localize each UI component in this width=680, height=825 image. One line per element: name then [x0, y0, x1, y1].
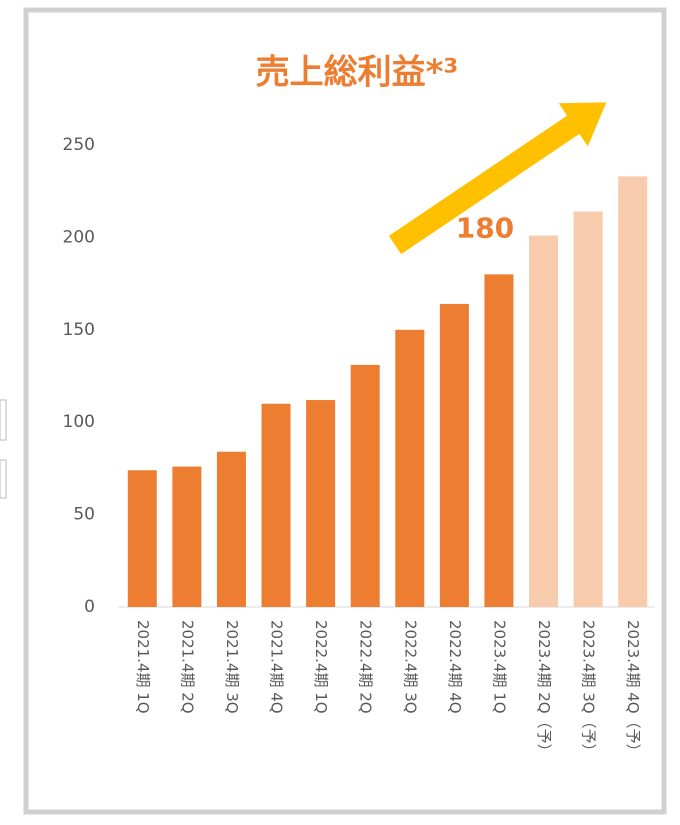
bar [618, 176, 648, 607]
bar [529, 235, 559, 607]
bar [484, 274, 514, 607]
bar [306, 400, 336, 607]
edge-box [0, 459, 7, 499]
bar [439, 303, 469, 607]
x-tick-label: 2023.4期 3Q（予） [580, 620, 598, 759]
y-tick-label: 50 [73, 505, 95, 525]
x-tick-label: 2023.4期 1Q [490, 620, 508, 714]
data-label: 180 [456, 211, 514, 244]
bar [216, 451, 246, 607]
growth-arrow [388, 102, 607, 255]
bar [127, 470, 157, 607]
x-tick-label: 2023.4期 4Q（予） [624, 620, 642, 759]
y-tick-label: 200 [63, 227, 95, 247]
bar [172, 466, 202, 607]
x-tick-label: 2022.4期 1Q [312, 620, 330, 714]
edge-box [0, 399, 7, 441]
bar [573, 211, 603, 607]
x-tick-label: 2021.4期 1Q [134, 620, 152, 714]
x-tick-label: 2022.4期 3Q [401, 620, 419, 714]
x-tick-label: 2022.4期 4Q [446, 620, 464, 714]
chart-title: 売上総利益*³ [256, 53, 459, 93]
bar [261, 403, 291, 607]
x-tick-label: 2023.4期 2Q（予） [535, 620, 553, 759]
x-tick-label: 2022.4期 2Q [357, 620, 375, 714]
y-tick-label: 150 [63, 320, 95, 340]
x-tick-label: 2021.4期 2Q [178, 620, 196, 714]
y-tick-label: 0 [84, 597, 95, 617]
y-tick-label: 250 [63, 135, 95, 155]
y-tick-label: 100 [63, 412, 95, 432]
x-tick-label: 2021.4期 4Q [268, 620, 286, 714]
bar [395, 329, 425, 607]
x-tick-label: 2021.4期 3Q [223, 620, 241, 714]
bar [350, 364, 380, 607]
